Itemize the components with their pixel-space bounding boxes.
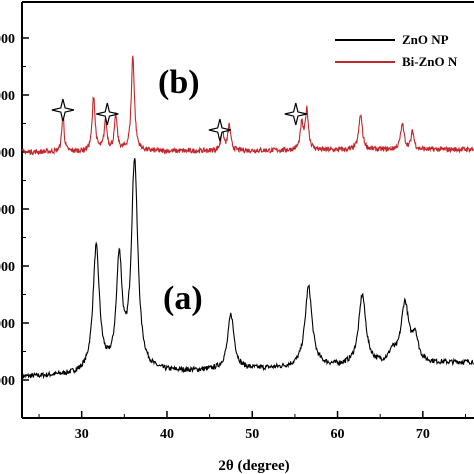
x-tick-label: 40 — [160, 427, 174, 442]
legend: ZnO NP Bi-ZnO N — [335, 32, 458, 69]
panel-label-b: (b) — [158, 64, 200, 101]
x-ticks: 30 40 50 60 70 — [38, 411, 466, 442]
legend-label-bi-zno: Bi-ZnO N — [402, 54, 458, 69]
legend-label-zno: ZnO NP — [402, 32, 449, 47]
y-tick-label: ,000 — [0, 89, 15, 104]
series-zno-line — [21, 158, 474, 380]
y-tick-label: ,000 — [0, 203, 15, 218]
panel-label-a: (a) — [163, 280, 203, 317]
star-marker — [51, 98, 75, 122]
x-tick-label: 70 — [416, 427, 430, 442]
y-tick-label: ,000 — [0, 260, 15, 275]
series-bi-zno-line — [21, 55, 474, 156]
star-markers — [51, 98, 307, 142]
star-marker — [208, 118, 232, 142]
star-marker — [96, 102, 119, 126]
y-tick-label: ,000 — [0, 146, 15, 161]
x-tick-label: 60 — [331, 427, 345, 442]
star-marker — [284, 102, 307, 126]
x-tick-label: 50 — [245, 427, 259, 442]
x-tick-label: 30 — [75, 427, 89, 442]
x-axis-label: 2θ (degree) — [218, 458, 289, 474]
y-tick-label: ,000 — [0, 32, 15, 47]
plot-frame — [21, 1, 474, 419]
y-tick-label: ,000 — [0, 374, 15, 389]
y-ticks: ,000 ,000 ,000 ,000 ,000 ,000 ,000 — [0, 32, 29, 389]
series-layer — [21, 55, 474, 380]
y-tick-label: ,000 — [0, 317, 15, 332]
